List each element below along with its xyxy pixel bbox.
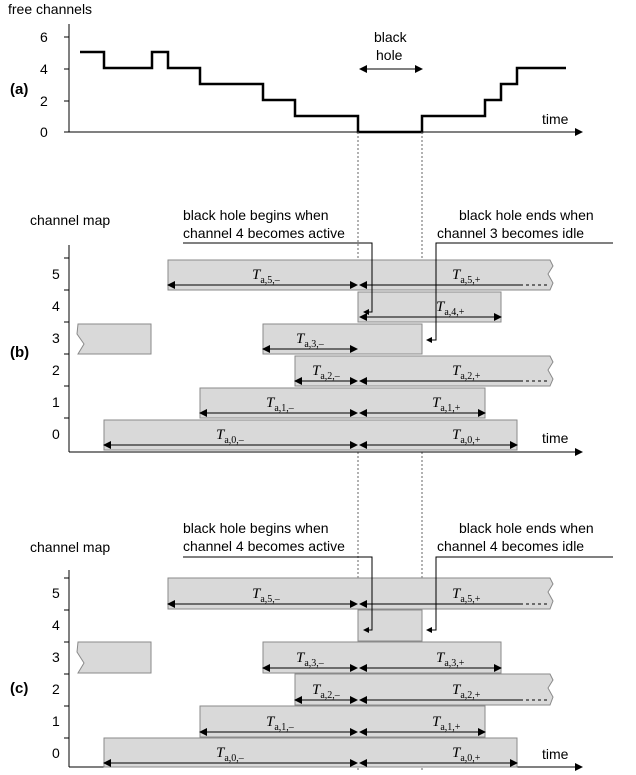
duration-label: Ta,0,+ — [452, 427, 481, 446]
duration-label: Ta,3,– — [296, 650, 325, 669]
duration-label: Ta,1,+ — [432, 714, 461, 733]
y-tick-label: 6 — [40, 29, 48, 45]
duration-label: Ta,5,+ — [452, 586, 481, 605]
channel-3-bar-earlier — [76, 323, 152, 355]
duration-label: Ta,0,+ — [452, 745, 481, 764]
duration-label: Ta,1,+ — [432, 395, 461, 414]
duration-label: Ta,4,+ — [436, 299, 465, 318]
duration-label: Ta,0,– — [216, 427, 245, 446]
channel-label: 0 — [52, 745, 60, 761]
duration-label: Ta,5,+ — [452, 267, 481, 286]
panel-c-label: (c) — [10, 680, 28, 697]
channel-4-bar — [357, 609, 423, 642]
panel-a: free channels (a) 0 2 4 6 time black hol… — [8, 1, 583, 140]
channel-label: 4 — [52, 617, 60, 633]
black-hole-label-line1: black — [374, 29, 408, 45]
black-hole-label-line2: hole — [376, 47, 403, 63]
duration-label: Ta,1,– — [266, 395, 295, 414]
panel-b-y-axis-label: channel map — [30, 212, 110, 228]
panel-a-x-axis-label: time — [542, 111, 569, 127]
annotation-begin-arrow — [183, 242, 373, 315]
annotation-begin-line1: black hole begins when — [183, 520, 329, 536]
duration-label: Ta,2,– — [312, 682, 341, 701]
duration-label: Ta,3,– — [296, 331, 325, 350]
channel-label: 2 — [52, 681, 60, 697]
annotation-begin-line2: channel 4 becomes active — [183, 225, 345, 241]
channel-label: 1 — [52, 394, 60, 410]
panel-c-y-axis-label: channel map — [30, 539, 110, 555]
annotation-end-arrow — [426, 556, 613, 633]
y-tick-label: 4 — [40, 61, 48, 77]
channel-3-bar-earlier — [76, 641, 152, 674]
channel-label: 5 — [52, 266, 60, 282]
channel-label: 1 — [52, 713, 60, 729]
annotation-end-arrow — [426, 242, 613, 343]
panel-b-x-axis-label: time — [542, 430, 569, 446]
panel-a-label: (a) — [10, 81, 28, 98]
duration-label: Ta,1,– — [266, 714, 295, 733]
channel-label: 5 — [52, 585, 60, 601]
channel-label: 4 — [52, 298, 60, 314]
annotation-end-line1: black hole ends when — [459, 520, 594, 536]
panel-c: channel map (c) time 5 4 3 2 1 0 — [10, 520, 613, 771]
annotation-end-line1: black hole ends when — [459, 207, 594, 223]
duration-label: Ta,5,– — [252, 586, 281, 605]
channel-label: 3 — [52, 649, 60, 665]
duration-label: Ta,2,– — [312, 363, 341, 382]
annotation-begin-line2: channel 4 becomes active — [183, 538, 345, 554]
channel-label: 0 — [52, 426, 60, 442]
duration-label: Ta,3,+ — [436, 650, 465, 669]
y-tick-label: 0 — [40, 124, 48, 140]
duration-label: Ta,2,+ — [452, 363, 481, 382]
panel-b: channel map (b) time 5 4 3 2 1 0 — [10, 207, 613, 456]
panel-c-x-axis-label: time — [542, 746, 569, 762]
duration-label: Ta,0,– — [216, 745, 245, 764]
panel-b-label: (b) — [10, 344, 29, 361]
annotation-begin-arrow — [183, 556, 373, 633]
annotation-end-line2: channel 4 becomes idle — [437, 538, 584, 554]
annotation-end-line2: channel 3 becomes idle — [437, 225, 584, 241]
y-tick-label: 2 — [40, 93, 48, 109]
duration-label: Ta,5,– — [252, 267, 281, 286]
channel-label: 2 — [52, 362, 60, 378]
free-channels-line — [80, 50, 566, 134]
panel-a-y-axis-label: free channels — [8, 1, 92, 17]
annotation-begin-line1: black hole begins when — [183, 207, 329, 223]
channel-label: 3 — [52, 330, 60, 346]
duration-label: Ta,2,+ — [452, 682, 481, 701]
